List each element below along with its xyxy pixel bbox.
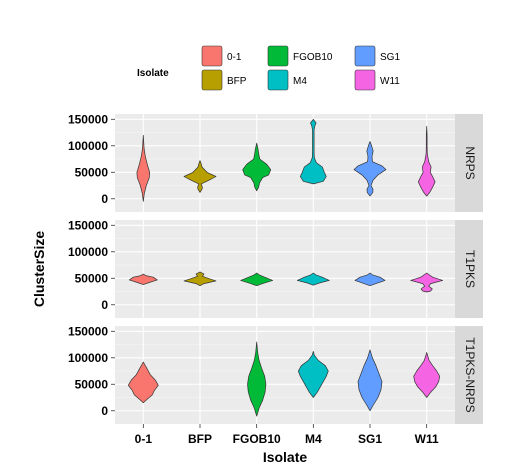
facet-strip — [455, 220, 483, 318]
legend-label: W11 — [380, 76, 400, 87]
legend-label: 0-1 — [227, 52, 242, 63]
legend-label: BFP — [227, 76, 247, 87]
violin-SG1 — [357, 349, 383, 412]
panel-background — [115, 326, 455, 424]
panel-background — [115, 220, 455, 318]
violin-FGOB10 — [240, 272, 274, 287]
x-tick-label: SG1 — [358, 432, 382, 446]
violin-SG1 — [353, 141, 387, 197]
legend-label: SG1 — [380, 52, 400, 63]
y-tick-label: 0 — [101, 192, 108, 206]
x-tick-label: 0-1 — [135, 432, 153, 446]
violin-W11 — [417, 125, 436, 197]
x-tick-label: FGOB10 — [233, 432, 281, 446]
y-axis-label: ClusterSize — [31, 231, 47, 307]
y-tick-label: 100000 — [68, 245, 108, 259]
facet-strip-label: T1PKS — [463, 250, 477, 288]
y-tick-label: 50000 — [75, 271, 109, 285]
legend-swatch — [201, 45, 223, 67]
x-axis-label: Isolate — [263, 449, 308, 465]
y-tick-label: 0 — [101, 298, 108, 312]
violin-W11 — [410, 272, 444, 293]
y-tick-label: 100000 — [68, 351, 108, 365]
y-tick-label: 0 — [101, 404, 108, 418]
legend-swatch — [201, 69, 223, 91]
violin-M4 — [299, 118, 327, 185]
legend: Isolate 0-1 BFP FGOB10 M4 SG1 W11 — [137, 45, 400, 91]
y-tick-label: 50000 — [75, 165, 109, 179]
facet-panel: T1PKS-NRPS — [115, 326, 483, 424]
y-axis-ticks: 0 50000 100000 150000 0 50000 100000 150000 0 500… — [68, 112, 115, 418]
violin-M4 — [297, 351, 329, 398]
violin-M4 — [296, 272, 330, 286]
facet-panel: T1PKS — [115, 220, 483, 318]
legend-title: Isolate — [137, 68, 169, 79]
x-axis-ticks: 0-1 BFP FGOB10 M4 SG1 W11 — [135, 424, 439, 446]
violin-W11 — [413, 352, 441, 398]
x-tick-label: W11 — [415, 432, 439, 446]
panel-background — [115, 114, 455, 212]
legend-swatch — [354, 45, 376, 67]
facet-panel: NRPS — [115, 114, 483, 212]
legend-label: FGOB10 — [293, 52, 333, 63]
legend-swatch — [354, 69, 376, 91]
violin-0-1 — [128, 273, 158, 285]
violin-BFP — [183, 160, 217, 193]
legend-label: M4 — [293, 76, 307, 87]
facet-strip — [455, 114, 483, 212]
violin-BFP — [183, 271, 217, 287]
violin-FGOB10 — [242, 142, 272, 192]
violin-0-1 — [127, 361, 159, 404]
legend-swatch — [267, 45, 289, 67]
legend-swatch — [267, 69, 289, 91]
facet-strip-label: T1PKS-NRPS — [463, 337, 477, 412]
facet-strip — [455, 326, 483, 424]
y-tick-label: 50000 — [75, 377, 109, 391]
x-tick-label: M4 — [305, 432, 322, 446]
violin-0-1 — [136, 134, 151, 202]
violin-FGOB10 — [247, 341, 267, 417]
x-tick-label: BFP — [188, 432, 212, 446]
y-tick-label: 150000 — [68, 112, 108, 126]
violin-SG1 — [354, 272, 386, 287]
y-tick-label: 100000 — [68, 139, 108, 153]
facet-strip-label: NRPS — [463, 146, 477, 179]
y-tick-label: 150000 — [68, 324, 108, 338]
facet-panels: NRPS T1PKS T1PKS-NRPS — [115, 114, 483, 424]
y-tick-label: 150000 — [68, 218, 108, 232]
